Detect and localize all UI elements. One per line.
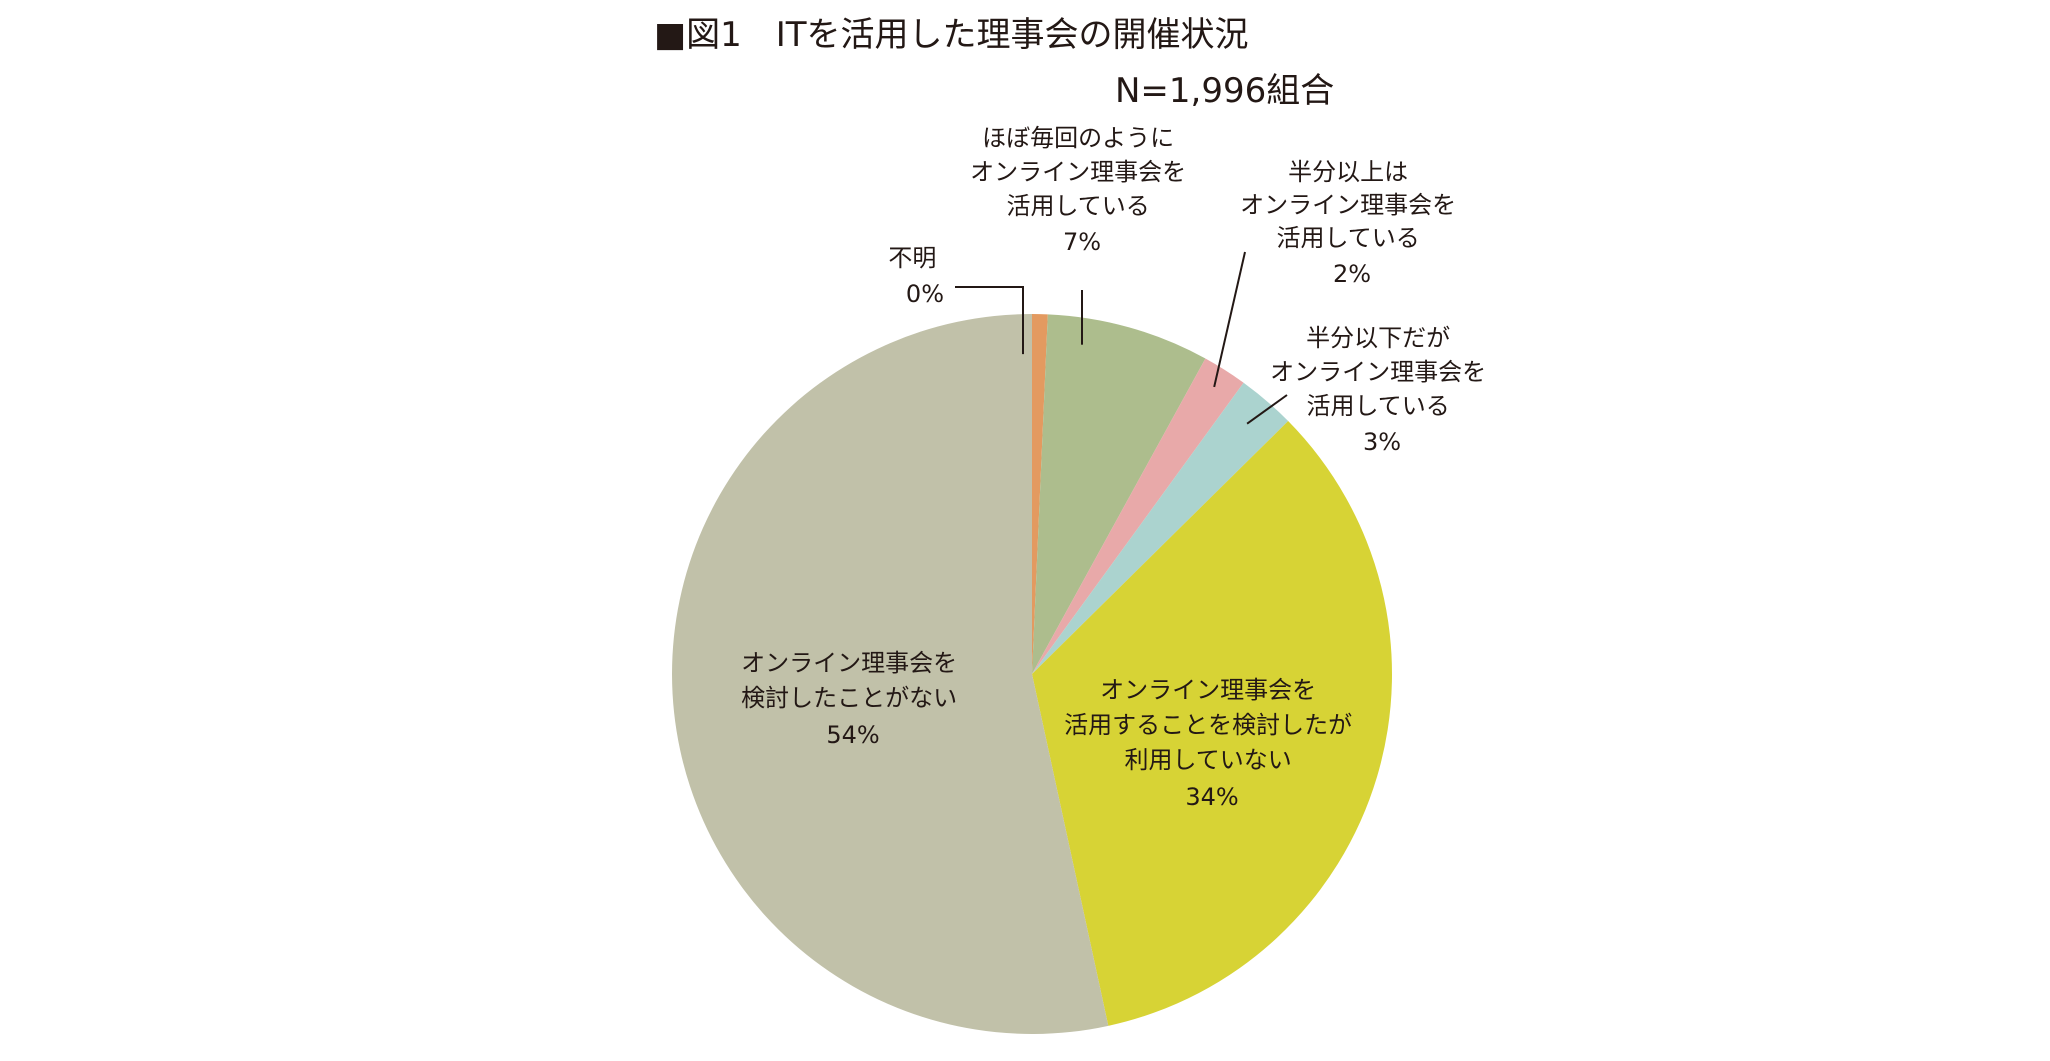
- leader-line-half-or-less: [1246, 394, 1288, 425]
- pie-slice-half-or-less: [1032, 382, 1289, 674]
- slice-value-considered: 34%: [1185, 783, 1238, 811]
- pie-slice-almost-every: [1032, 314, 1206, 674]
- slice-label-unknown: 不明 0%: [888, 244, 944, 308]
- pie-slice-half-or-more: [1032, 358, 1244, 674]
- slice-label-never-considered-line-1: オンライン理事会を: [741, 649, 957, 677]
- slice-value-half-or-less: 3%: [1363, 428, 1401, 456]
- chart-title: ■図1 ITを活用した理事会の開催状況: [654, 15, 1249, 55]
- slice-label-almost-every: ほぼ毎回のように オンライン理事会を 活用している 7%: [970, 124, 1194, 256]
- slice-label-almost-every-line-3: 活用している: [1007, 192, 1150, 220]
- slice-label-half-or-more-line-3: 活用している: [1277, 224, 1420, 252]
- slice-label-half-or-less-line-1: 半分以下だが: [1306, 324, 1450, 352]
- leader-lines: [955, 251, 1288, 425]
- chart-subtitle: N=1,996組合: [1115, 71, 1334, 111]
- leader-line-unknown: [955, 286, 1024, 355]
- pie-slices: [672, 314, 1392, 1034]
- slice-value-never-considered: 54%: [826, 721, 879, 749]
- slice-label-half-or-more: 半分以上は オンライン理事会を 活用している 2%: [1240, 158, 1464, 288]
- slice-label-unknown-line-1: 不明: [888, 244, 936, 272]
- slice-value-unknown: 0%: [906, 280, 944, 308]
- slice-label-almost-every-line-2: オンライン理事会を: [970, 158, 1186, 186]
- slice-label-half-or-less-line-2: オンライン理事会を: [1270, 358, 1486, 386]
- slice-label-considered: オンライン理事会を 活用することを検討したが 利用していない 34%: [1064, 676, 1360, 811]
- slice-label-almost-every-line-1: ほぼ毎回のように: [982, 124, 1174, 152]
- pie-slice-considered-not-used: [1032, 421, 1392, 1026]
- slice-label-half-or-less-line-3: 活用している: [1307, 392, 1450, 420]
- pie-slice-unknown: [1032, 314, 1048, 674]
- slice-label-considered-line-3: 利用していない: [1125, 746, 1292, 774]
- slice-label-never-considered-line-2: 検討したことがない: [741, 684, 957, 712]
- slice-label-considered-line-1: オンライン理事会を: [1100, 676, 1316, 704]
- slice-label-half-or-more-line-1: 半分以上は: [1288, 158, 1408, 186]
- slice-value-almost-every: 7%: [1063, 228, 1101, 256]
- slice-value-half-or-more: 2%: [1333, 260, 1371, 288]
- slice-label-half-or-less: 半分以下だが オンライン理事会を 活用している 3%: [1270, 324, 1494, 456]
- slice-label-considered-line-2: 活用することを検討したが: [1064, 711, 1352, 739]
- slice-label-never-considered: オンライン理事会を 検討したことがない 54%: [741, 649, 965, 749]
- pie-slice-never-considered: [672, 314, 1109, 1034]
- slice-label-half-or-more-line-2: オンライン理事会を: [1240, 191, 1456, 219]
- leader-line-half-or-more: [1213, 251, 1246, 388]
